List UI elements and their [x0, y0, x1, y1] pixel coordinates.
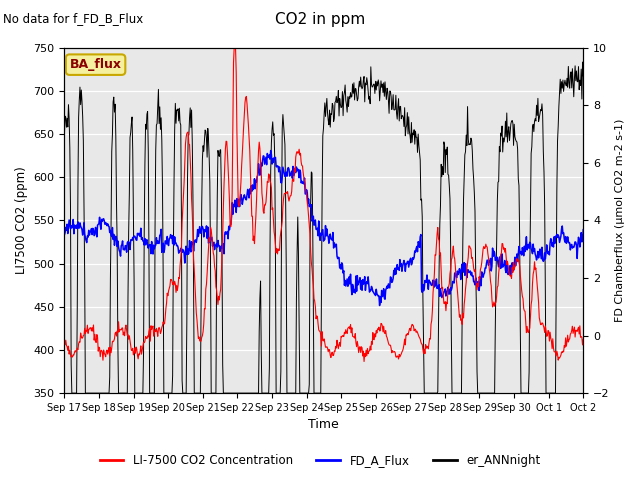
Text: BA_flux: BA_flux — [70, 58, 122, 71]
Text: No data for f_FD_B_Flux: No data for f_FD_B_Flux — [3, 12, 143, 25]
Y-axis label: LI7500 CO2 (ppm): LI7500 CO2 (ppm) — [15, 167, 28, 275]
X-axis label: Time: Time — [308, 419, 339, 432]
Y-axis label: FD Chamberflux (μmol CO2 m-2 s-1): FD Chamberflux (μmol CO2 m-2 s-1) — [615, 119, 625, 322]
Legend: LI-7500 CO2 Concentration, FD_A_Flux, er_ANNnight: LI-7500 CO2 Concentration, FD_A_Flux, er… — [95, 449, 545, 472]
Text: CO2 in ppm: CO2 in ppm — [275, 12, 365, 27]
